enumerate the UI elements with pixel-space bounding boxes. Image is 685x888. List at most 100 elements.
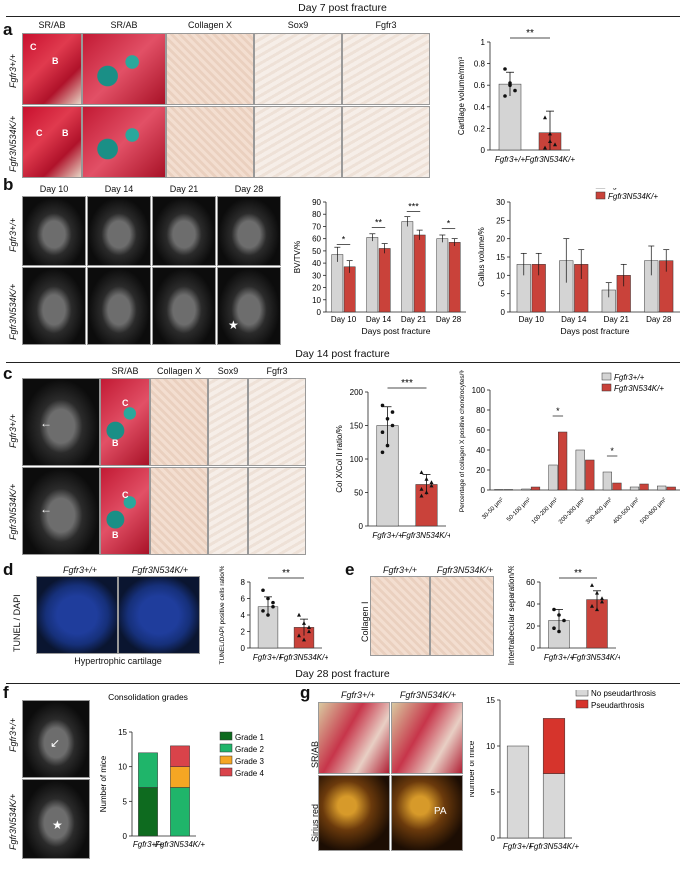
sox9-wt-image: [208, 378, 248, 466]
y-tick-label: 0.6: [474, 81, 486, 90]
y-tick-label: 0.2: [474, 124, 486, 133]
y-tick-label: 10: [486, 742, 495, 751]
day-label: Day 10: [39, 184, 69, 194]
microct-mut-day14-image: [87, 267, 151, 345]
bar: [448, 242, 461, 313]
x-tick-label: Fgfr3+/+: [372, 531, 403, 540]
collagen-x-mut-image: [150, 467, 208, 555]
y-tick-label: 100: [350, 455, 364, 464]
callus-letter: C: [122, 490, 129, 500]
legend-swatch: [219, 767, 233, 777]
panel-label-d: d: [3, 560, 14, 579]
data-point: [419, 486, 424, 491]
x-tick-label: Day 21: [401, 315, 427, 324]
callus-letter: C: [122, 398, 129, 408]
data-point: [600, 596, 604, 601]
significance-label: ***: [408, 202, 419, 212]
divider: [6, 683, 680, 684]
x-tick-label: Day 14: [561, 315, 587, 324]
legend-label: Grade 2: [235, 745, 264, 754]
legend-swatch: [601, 372, 612, 381]
y-tick-label: 15: [118, 728, 127, 737]
stain-label: Fgfr3: [375, 20, 397, 30]
fgfr3-wt-image: [342, 33, 430, 105]
y-tick-label: 0.8: [474, 60, 486, 69]
row-label-wt: Fgfr3+/+: [8, 53, 18, 88]
genotype-label: Fgfr3N534K/+: [399, 690, 457, 700]
y-tick-label: 10: [312, 296, 321, 305]
genotype-label: Fgfr3N534K/+: [131, 565, 189, 575]
callus-letter: C: [30, 42, 37, 52]
tunel-mut-image: [118, 576, 200, 654]
data-point: [271, 604, 275, 609]
row-label-mut: Fgfr3N534K/+: [8, 483, 18, 540]
sr-ab-mut-image: [391, 702, 463, 774]
y-tick-label: 20: [312, 284, 321, 293]
y-tick-label: 80: [476, 406, 485, 415]
data-point: [424, 490, 429, 495]
data-point: [302, 637, 306, 642]
y-axis-label: Col X/Col II ratio/%: [335, 425, 344, 493]
stain-label: Fgfr3: [266, 366, 288, 376]
data-point: [553, 142, 557, 147]
x-tick-label: Day 21: [604, 315, 630, 324]
legend-label: Grade 4: [235, 769, 264, 778]
bar: [666, 486, 676, 491]
x-tick-label: 400-500 μm²: [612, 497, 640, 525]
x-tick-label: Day 28: [646, 315, 672, 324]
chart-consolidation: 0 5 10 15 Number of mice Fgfr3+/+Fgfr3N534K/+…: [99, 692, 264, 849]
y-tick-label: 20: [526, 622, 535, 631]
data-point: [552, 607, 556, 612]
chart-colx-colii: 0 50 100 150 200 Col X/Col II ratio/% Fgfr3+/+…: [335, 378, 450, 540]
y-axis-label: Number of mice: [470, 740, 476, 797]
legend-label: Grade 3: [235, 757, 264, 766]
sr-ab-zoom-mut-image: [82, 106, 166, 178]
bar-segment: [170, 787, 190, 837]
arrow-icon: ↙: [50, 736, 61, 750]
row-label-mut: Fgfr3N534K/+: [8, 115, 18, 172]
day-label: Day 28: [234, 184, 264, 194]
data-point: [513, 88, 517, 93]
chart-bv-tv: 0 10 20 30 40 50 60 70 80 90 BV/TV/% Day 10 * Day 14 *…: [293, 198, 466, 336]
y-tick-label: 20: [476, 466, 485, 475]
x-tick-label: 300-400 μm²: [585, 497, 613, 525]
microct-wt-day10-image: [22, 196, 86, 266]
image-caption: Hypertrophic cartilage: [74, 656, 162, 666]
arrow-icon: ←: [40, 502, 52, 516]
stain-label: SR/AB: [111, 366, 139, 376]
y-axis-label: BV/TV/%: [293, 241, 302, 273]
data-point: [600, 599, 604, 604]
row-label-mut: Fgfr3N534K/+: [8, 283, 18, 340]
x-axis-label: Days post fracture: [561, 326, 630, 336]
data-point: [508, 81, 512, 85]
y-tick-label: 60: [312, 235, 321, 244]
stain-label: Sox9: [217, 366, 239, 376]
microct-mut-image: [22, 467, 100, 555]
row-label-mut: Fgfr3N534K/+: [8, 793, 18, 850]
microct-wt-day14-image: [87, 196, 151, 266]
sirius-red-mut-image: [391, 775, 463, 851]
bar-segment: [542, 718, 566, 774]
x-tick-label: 50-100 μm²: [506, 497, 532, 523]
y-tick-label: 0: [123, 832, 128, 841]
bar: [413, 234, 426, 313]
section-title-day7: Day 7 post fracture: [298, 2, 387, 14]
legend-label: Pseudarthrosis: [591, 701, 644, 710]
microct-wt-image: [22, 378, 100, 466]
microct-wt-day21-image: [152, 196, 216, 266]
day-label: Day 14: [104, 184, 134, 194]
y-tick-label: 0.4: [474, 103, 486, 112]
fgfr3-mut-image: [342, 106, 430, 178]
bar-segment: [542, 773, 566, 839]
significance-label: *: [342, 235, 346, 245]
bar: [548, 464, 558, 491]
arrow-icon: ←: [40, 416, 52, 430]
data-point: [557, 613, 561, 617]
panel-label-g: g: [300, 683, 311, 702]
y-tick-label: 50: [312, 247, 321, 256]
data-point: [385, 443, 390, 448]
section-title-day14: Day 14 post fracture: [295, 348, 390, 360]
x-tick-label: Fgfr3+/+: [495, 155, 526, 164]
y-tick-label: 15: [496, 253, 505, 262]
legend-swatch: [595, 191, 606, 200]
